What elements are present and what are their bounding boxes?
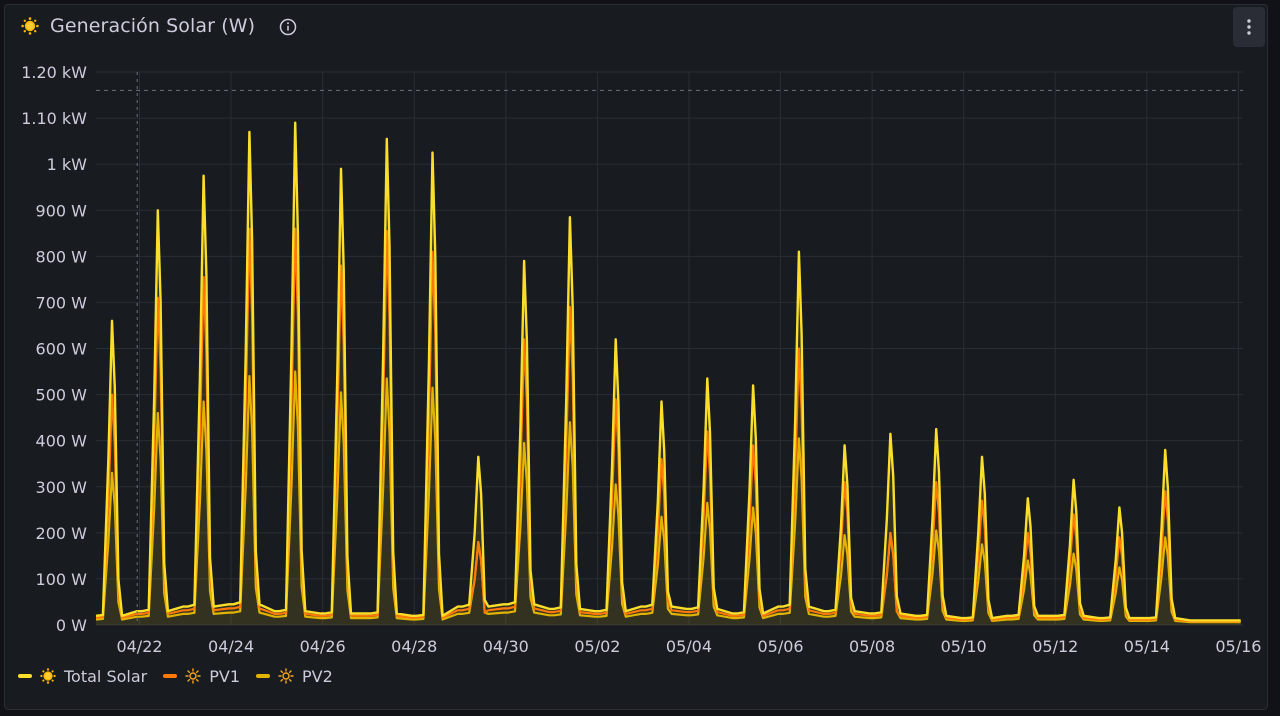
series-line-pv2 [95, 370, 1241, 624]
panel-menu-button[interactable] [1233, 7, 1265, 47]
y-axis: 0 W 100 W 200 W 300 W 400 W 500 W 600 W 700 W 80… [21, 63, 87, 635]
legend-item-pv2[interactable]: PV2 [256, 667, 333, 686]
chart-overlay [96, 72, 1243, 625]
y-tick-label: 700 W [36, 293, 88, 312]
legend-label-pv2: PV2 [302, 666, 333, 686]
x-tick-label: 05/06 [757, 637, 803, 656]
legend-swatch-pv2 [256, 674, 271, 678]
info-icon[interactable] [279, 18, 297, 36]
y-tick-label: 100 W [36, 570, 88, 589]
y-tick-label: 600 W [36, 340, 88, 359]
y-tick-label: 1.10 kW [21, 109, 87, 128]
x-tick-label: 04/30 [483, 637, 529, 656]
legend-item-pv1[interactable]: PV1 [163, 667, 240, 686]
x-tick-label: 05/12 [1032, 637, 1078, 656]
legend-label-total: Total Solar [64, 666, 148, 686]
y-tick-label: 900 W [36, 201, 88, 220]
x-tick-label: 05/14 [1124, 637, 1170, 656]
y-tick-label: 200 W [36, 524, 88, 543]
y-tick-label: 500 W [36, 386, 88, 405]
x-tick-label: 05/02 [574, 637, 620, 656]
x-axis: 04/22 04/24 04/26 04/28 04/30 05/02 05/04 05/06… [116, 637, 1261, 656]
legend-label-pv1: PV1 [209, 666, 241, 686]
x-tick-label: 05/10 [941, 637, 987, 656]
legend-swatch-total [18, 674, 32, 678]
y-tick-label: 1.20 kW [21, 63, 87, 82]
sun-icon [21, 17, 39, 35]
legend: Total Solar PV1 [18, 664, 333, 688]
x-tick-label: 05/16 [1215, 637, 1261, 656]
solar-generation-panel: Generación Solar (W) [4, 4, 1268, 710]
panel-header: Generación Solar (W) [5, 5, 1267, 49]
x-tick-label: 04/22 [116, 637, 162, 656]
x-tick-label: 04/26 [300, 637, 346, 656]
y-tick-label: 0 W [56, 616, 87, 635]
x-tick-label: 05/04 [666, 637, 712, 656]
kebab-menu-icon [1247, 19, 1251, 35]
grid [96, 71, 1243, 626]
x-tick-label: 04/28 [391, 637, 437, 656]
series-line-pv1 [95, 227, 1241, 623]
sun-outline-icon [185, 668, 201, 684]
series [95, 121, 1241, 625]
sun-outline-icon [278, 668, 294, 684]
y-tick-label: 1 kW [47, 155, 88, 174]
sun-filled-icon [40, 668, 56, 684]
y-tick-label: 300 W [36, 478, 88, 497]
y-tick-label: 400 W [36, 432, 88, 451]
x-tick-label: 05/08 [849, 637, 895, 656]
x-tick-label: 04/24 [208, 637, 254, 656]
legend-swatch-pv1 [163, 674, 178, 678]
legend-item-total[interactable]: Total Solar [18, 667, 147, 686]
series-line-total [95, 121, 1241, 622]
y-tick-label: 800 W [36, 247, 88, 266]
panel-title: Generación Solar (W) [50, 15, 256, 37]
